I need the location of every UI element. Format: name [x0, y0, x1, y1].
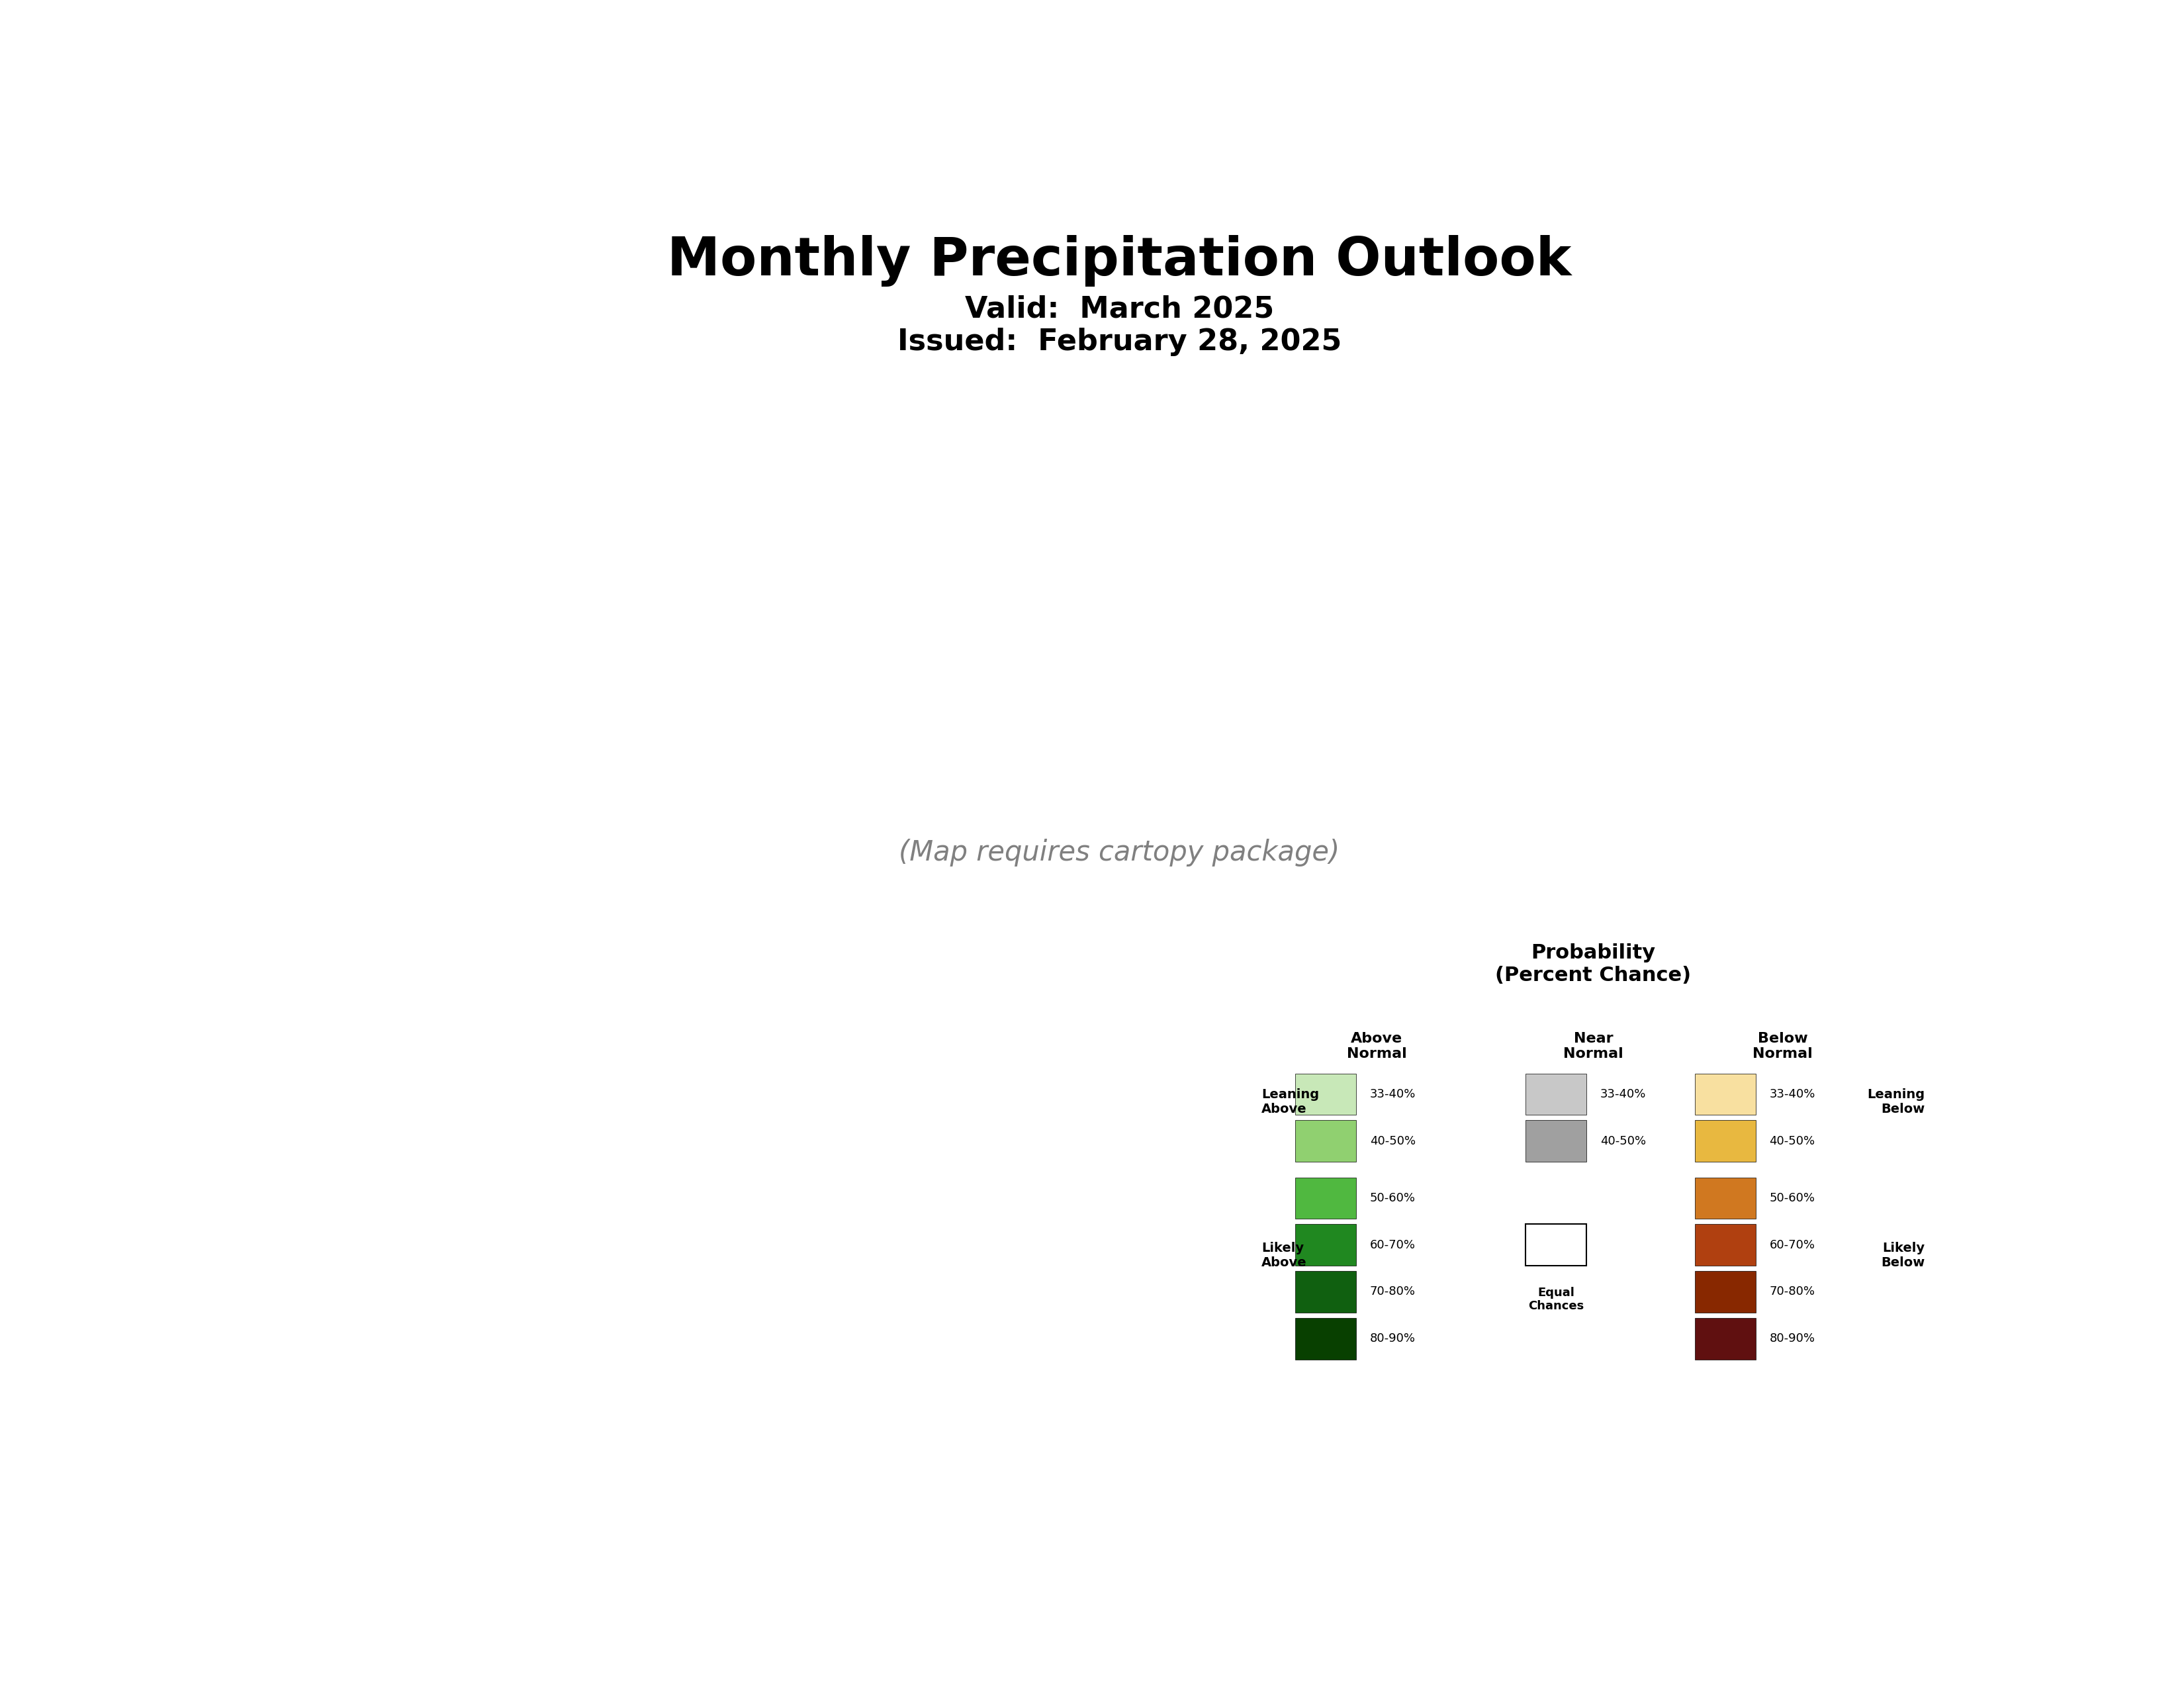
Text: (Map requires cartopy package): (Map requires cartopy package) — [900, 839, 1339, 866]
Text: Monthly Precipitation Outlook: Monthly Precipitation Outlook — [666, 235, 1572, 287]
Text: Issued:  February 28, 2025: Issued: February 28, 2025 — [898, 327, 1341, 356]
Text: Valid:  March 2025: Valid: March 2025 — [965, 295, 1273, 324]
